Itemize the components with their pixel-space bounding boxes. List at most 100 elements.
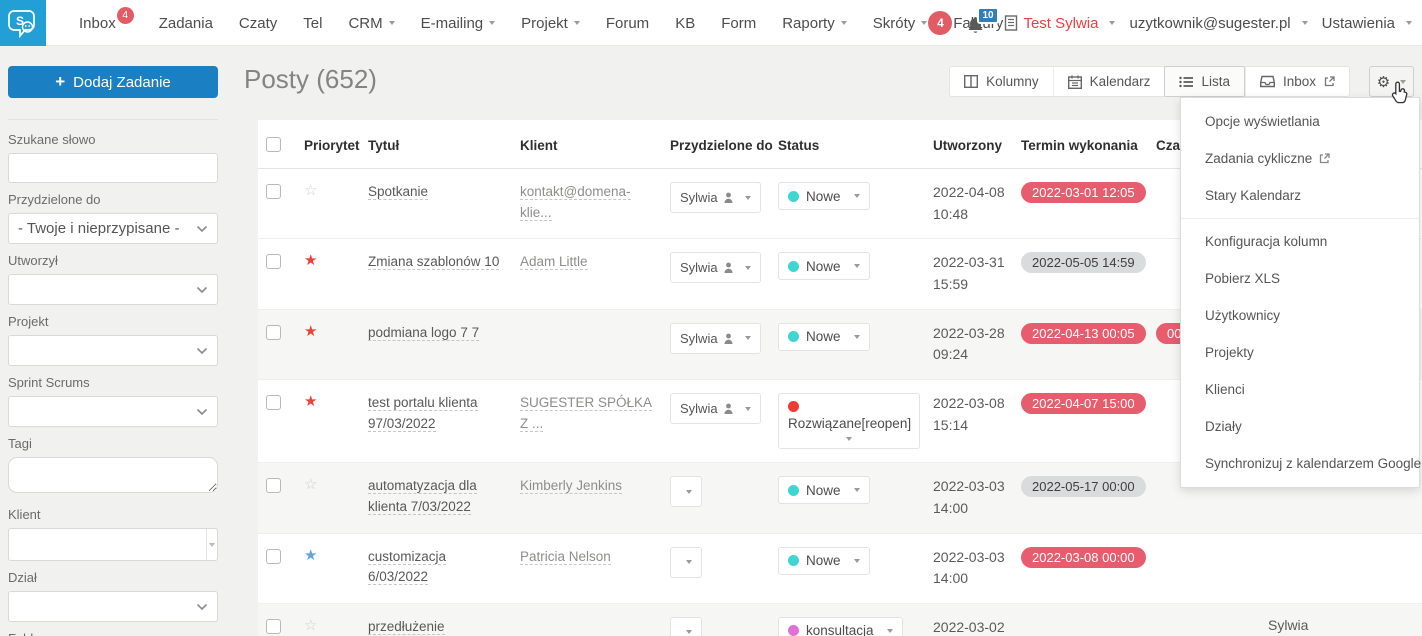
project-select[interactable] xyxy=(8,335,218,366)
chevron-down-icon xyxy=(853,558,860,563)
nav-item-tel[interactable]: Tel xyxy=(303,14,323,32)
status-button[interactable]: Rozwiązane[reopen] xyxy=(778,393,920,450)
nav-item-projekt[interactable]: Projekt xyxy=(508,15,593,32)
alert-count-badge[interactable]: 4 xyxy=(928,11,953,35)
menu-item-clients[interactable]: Klienci xyxy=(1205,382,1245,397)
row-checkbox[interactable] xyxy=(266,395,281,411)
priority-star-icon[interactable]: ☆ xyxy=(304,182,318,199)
client-link[interactable]: Patricia Nelson xyxy=(520,548,611,565)
task-title-link[interactable]: test portalu klienta 97/03/2022 xyxy=(368,395,478,433)
notifications-bell[interactable]: 10 xyxy=(966,7,999,35)
nav-item-kb[interactable]: KB xyxy=(675,14,696,32)
menu-item-departments[interactable]: Działy xyxy=(1205,419,1242,434)
client-link[interactable]: Adam Little xyxy=(520,254,588,271)
nav-item-emailing[interactable]: E-mailing xyxy=(408,15,509,32)
columns-icon xyxy=(964,75,979,88)
col-title: Tytuł xyxy=(360,120,512,169)
user-menu[interactable]: uzytkownik@sugester.pl xyxy=(1129,15,1308,32)
menu-item-projects[interactable]: Projekty xyxy=(1205,345,1254,360)
filter-search-word: Szukane słowo xyxy=(8,132,218,183)
status-button[interactable]: Nowe xyxy=(778,252,870,281)
assignee-button[interactable] xyxy=(670,476,702,508)
priority-star-icon[interactable]: ★ xyxy=(304,322,318,340)
client-link[interactable]: kontakt@domena-klie... xyxy=(520,184,631,221)
chevron-down-icon xyxy=(196,408,208,415)
row-checkbox[interactable] xyxy=(266,478,281,494)
client-link[interactable]: Kimberly Jenkins xyxy=(520,478,623,495)
row-checkbox[interactable] xyxy=(266,254,281,270)
nav-item-inbox[interactable]: Inbox 4 xyxy=(66,6,146,32)
task-title-link[interactable]: przedłużenie abonamentu 1/03/2022 xyxy=(368,618,445,636)
calendar-view-button[interactable]: Kalendarz xyxy=(1052,67,1165,96)
created-date: 2022-03-31 xyxy=(933,254,1005,271)
chevron-down-icon xyxy=(196,225,208,232)
status-button[interactable]: Nowe xyxy=(778,476,870,505)
search-word-input[interactable] xyxy=(8,153,218,183)
filter-created-by: Utworzył xyxy=(8,253,218,305)
nav-item-form[interactable]: Form xyxy=(721,14,757,32)
col-status: Status xyxy=(770,120,925,169)
status-button[interactable]: Nowe xyxy=(778,182,870,210)
priority-star-icon[interactable]: ☆ xyxy=(304,476,318,494)
nav-item-skroty[interactable]: Skróty xyxy=(860,15,941,32)
due-date-pill: 2022-03-08 00:00 xyxy=(1021,546,1146,568)
row-checkbox[interactable] xyxy=(266,618,281,634)
settings-menu[interactable]: Ustawienia xyxy=(1322,15,1412,32)
priority-star-icon[interactable]: ★ xyxy=(304,546,318,564)
priority-star-icon[interactable]: ★ xyxy=(304,252,318,270)
calendar-icon xyxy=(1067,75,1082,89)
sugester-logo[interactable]: S xyxy=(0,0,46,46)
nav-item-zadania[interactable]: Zadania xyxy=(158,14,213,32)
menu-item-display-options[interactable]: Opcje wyświetlania xyxy=(1205,114,1320,129)
add-task-button[interactable]: + Dodaj Zadanie xyxy=(8,66,218,98)
client-link[interactable]: SUGESTER SPÓŁKA Z ... xyxy=(520,395,653,433)
inbox-view-button[interactable]: Inbox xyxy=(1244,67,1349,96)
chevron-down-icon xyxy=(744,265,751,270)
created-by-select[interactable] xyxy=(8,274,218,305)
columns-view-button[interactable]: Kolumny xyxy=(950,67,1053,96)
row-checkbox[interactable] xyxy=(266,324,281,340)
status-button[interactable]: Nowe xyxy=(778,546,870,575)
nav-item-forum[interactable]: Forum xyxy=(605,14,650,32)
menu-item-users[interactable]: Użytkownicy xyxy=(1205,308,1281,323)
menu-item-google-calendar-sync[interactable]: Synchronizuj z kalendarzem Google xyxy=(1205,456,1422,471)
task-title-link[interactable]: Zmiana szablonów 10 xyxy=(368,254,500,271)
nav-item-czaty[interactable]: Czaty xyxy=(238,14,278,32)
nav-item-raporty[interactable]: Raporty xyxy=(769,15,860,32)
task-title-link[interactable]: automatyzacja dla klienta 7/03/2022 xyxy=(368,478,477,516)
menu-item-download-xls[interactable]: Pobierz XLS xyxy=(1205,271,1281,286)
assignee-button[interactable]: Sylwia xyxy=(670,252,761,284)
assignee-button[interactable] xyxy=(670,546,702,578)
task-title-link[interactable]: Spotkanie xyxy=(368,184,429,200)
priority-star-icon[interactable]: ☆ xyxy=(304,616,318,634)
menu-item-recurring-tasks[interactable]: Zadania cykliczne xyxy=(1181,140,1419,177)
tags-input[interactable] xyxy=(8,457,218,493)
assigned-to-select[interactable]: - Twoje i nieprzypisane - xyxy=(8,213,218,244)
created-time: 09:24 xyxy=(933,346,969,363)
assignee-button[interactable] xyxy=(670,616,702,636)
chevron-down-icon xyxy=(196,347,208,354)
status-button[interactable]: konsultacja xyxy=(778,616,903,636)
client-input[interactable] xyxy=(9,529,206,560)
list-view-button[interactable]: Lista xyxy=(1164,66,1245,97)
gear-menu-button[interactable]: ⚙ xyxy=(1369,66,1414,97)
task-title-link[interactable]: podmiana logo 7 7 xyxy=(368,324,480,341)
department-select[interactable] xyxy=(8,591,218,622)
account-switcher[interactable]: Test Sylwia xyxy=(1004,15,1116,32)
menu-item-old-calendar[interactable]: Stary Kalendarz xyxy=(1205,188,1302,203)
nav-item-crm[interactable]: CRM xyxy=(335,15,407,32)
assignee-button[interactable]: Sylwia xyxy=(670,322,761,354)
row-checkbox[interactable] xyxy=(266,184,281,199)
row-checkbox[interactable] xyxy=(266,548,281,564)
table-row: ★ customizacja 6/03/2022 Patricia Nelson… xyxy=(258,533,1422,603)
select-all-checkbox[interactable] xyxy=(266,137,281,152)
assignee-button[interactable]: Sylwia xyxy=(670,182,761,213)
menu-item-column-config[interactable]: Konfiguracja kolumn xyxy=(1205,234,1328,249)
chevron-down-icon xyxy=(744,406,751,411)
status-button[interactable]: Nowe xyxy=(778,322,870,351)
priority-star-icon[interactable]: ★ xyxy=(304,393,318,411)
client-dropdown-toggle[interactable] xyxy=(206,529,217,560)
task-title-link[interactable]: customizacja 6/03/2022 xyxy=(368,548,447,586)
assignee-button[interactable]: Sylwia xyxy=(670,393,761,425)
sprint-select[interactable] xyxy=(8,396,218,427)
